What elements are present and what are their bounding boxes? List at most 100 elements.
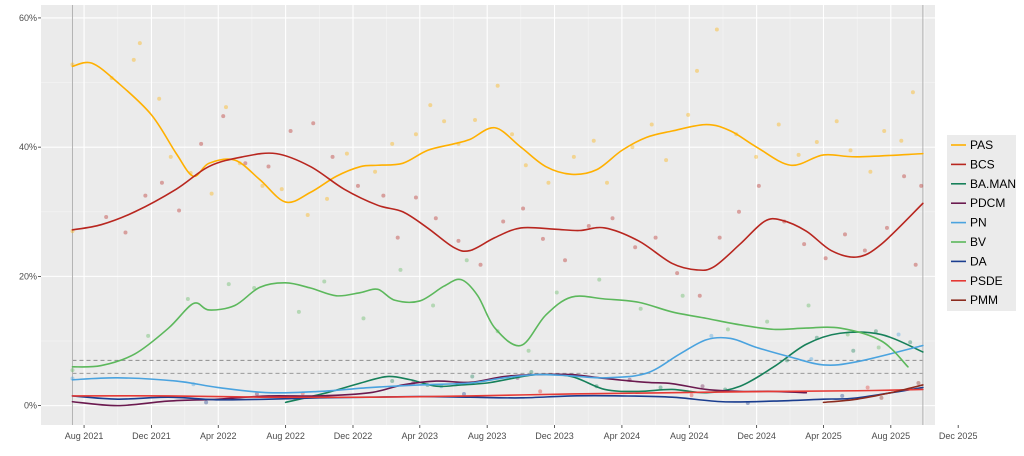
y-axis: 0% 20% 40% 60%: [19, 13, 41, 411]
grid-major: [41, 5, 959, 425]
poll-point: [510, 132, 515, 137]
poll-point: [756, 183, 761, 188]
trend-lines: [71, 61, 924, 407]
poll-point: [736, 209, 741, 214]
poll-point: [279, 187, 284, 192]
poll-point: [680, 293, 685, 298]
trend-line-pmm: [822, 384, 924, 404]
legend-label: PMM: [970, 293, 998, 307]
y-tick-label: 0%: [24, 401, 37, 411]
poll-point: [638, 306, 643, 311]
poll-point: [254, 391, 259, 396]
poll-point: [725, 327, 730, 332]
poll-point: [586, 223, 591, 228]
poll-point: [697, 293, 702, 298]
poll-point: [199, 141, 204, 146]
x-tick-label: Aug 2023: [468, 431, 507, 441]
poll-point: [902, 174, 907, 179]
poll-point: [209, 191, 214, 196]
poll-point: [686, 112, 691, 117]
poll-point: [806, 303, 811, 308]
poll-point: [563, 258, 568, 263]
x-tick-label: Apr 2024: [604, 431, 641, 441]
poll-point: [695, 68, 700, 73]
legend-label: BCS: [970, 157, 995, 171]
x-tick-label: Dec 2022: [334, 431, 373, 441]
poll-point: [554, 290, 559, 295]
panel-background: [41, 5, 935, 425]
poll-point: [442, 119, 447, 124]
poll-point: [143, 193, 148, 198]
trend-line-bcs: [71, 152, 924, 272]
poll-point: [604, 180, 609, 185]
trend-line-pdcm: [71, 373, 808, 407]
y-tick-label: 20%: [19, 271, 37, 281]
poll-point: [70, 368, 75, 373]
poll-point: [845, 332, 850, 337]
poll-point: [478, 262, 483, 267]
poll-point: [529, 370, 534, 375]
x-tick-label: Aug 2025: [872, 431, 911, 441]
poll-point: [884, 225, 889, 230]
poll-point: [521, 206, 526, 211]
poll-point: [325, 196, 330, 201]
poll-point: [501, 219, 506, 224]
poll-point: [177, 208, 182, 213]
poll-point: [311, 121, 316, 126]
poll-point: [809, 357, 814, 362]
poll-point: [899, 138, 904, 143]
poll-point: [361, 316, 366, 321]
poll-point: [689, 393, 694, 398]
poll-point: [431, 303, 436, 308]
poll-point: [630, 145, 635, 150]
legend-label: PSDE: [970, 274, 1003, 288]
poll-point: [355, 183, 360, 188]
legend-label: BA.MAN: [970, 177, 1016, 191]
poll-point: [610, 216, 615, 221]
poll-point: [104, 214, 109, 219]
poll-point: [322, 279, 327, 284]
poll-point: [546, 180, 551, 185]
poll-point: [288, 129, 293, 133]
x-tick-label: Apr 2025: [805, 431, 842, 441]
poll-point: [842, 232, 847, 237]
poll-point: [221, 114, 226, 119]
poll-point: [709, 333, 714, 338]
poll-point: [754, 154, 759, 159]
poll-point: [848, 148, 853, 153]
trend-line-pas: [71, 61, 924, 204]
poll-point: [714, 27, 719, 32]
poll-point: [168, 154, 173, 159]
poll-point: [814, 139, 819, 144]
poll-point: [223, 105, 228, 110]
poll-point: [571, 154, 576, 159]
poll-point: [653, 235, 658, 240]
poll-point: [834, 119, 839, 124]
poll-point: [919, 183, 924, 188]
x-tick-label: Apr 2022: [200, 431, 237, 441]
poll-point: [390, 379, 395, 384]
x-tick-label: Aug 2024: [670, 431, 709, 441]
poll-point: [540, 236, 545, 241]
poll-point: [910, 90, 915, 95]
poll-point: [865, 385, 870, 390]
poll-point: [796, 152, 801, 157]
poll-point: [664, 158, 669, 163]
poll-point: [464, 258, 469, 263]
poll-point: [776, 122, 781, 127]
poll-point: [428, 103, 433, 108]
poll-point: [413, 132, 418, 137]
poll-point: [526, 348, 531, 353]
poll-point: [916, 381, 921, 385]
legend: PAS BCS BA.MAN PDCM PN BV DA PSDE PMM: [947, 135, 1016, 311]
poll-point: [523, 163, 528, 168]
y-tick-label: 60%: [19, 13, 37, 23]
trend-line-psde: [71, 388, 924, 399]
legend-label: BV: [970, 235, 986, 249]
poll-point: [495, 83, 500, 88]
trend-line-pn: [71, 336, 924, 394]
poll-point: [433, 216, 438, 221]
poll-point: [137, 41, 142, 46]
x-tick-label: Aug 2022: [266, 431, 305, 441]
poll-point: [473, 118, 478, 123]
